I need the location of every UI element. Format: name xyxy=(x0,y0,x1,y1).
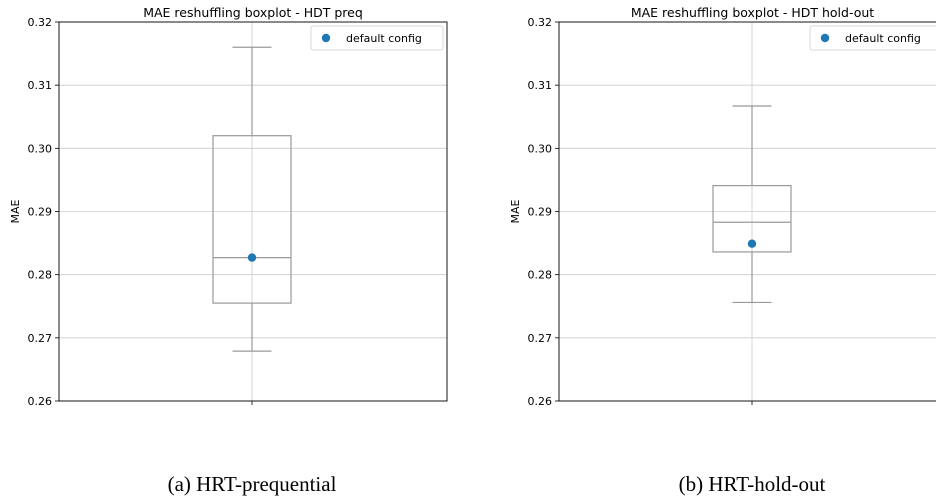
legend-marker xyxy=(820,33,830,43)
default-config-point xyxy=(247,253,257,262)
y-tick-label: 0.27 xyxy=(28,332,53,345)
chart-panel-b: 0.26 0.27 0.28 0.29 0.30 0.31 0.32 MAE reshuffl… xyxy=(509,5,936,408)
chart-panel-a: 0.26 0.27 0.28 0.29 0.30 0.31 0.32 MAE reshuffl… xyxy=(9,5,448,408)
legend-box xyxy=(310,25,444,51)
y-axis-label: MAE xyxy=(9,199,22,223)
box-iqr xyxy=(712,185,792,253)
plot-frame xyxy=(58,21,448,402)
legend-label: default config xyxy=(346,32,422,45)
y-tick-label: 0.31 xyxy=(528,79,553,92)
y-tick-label: 0.29 xyxy=(28,206,53,219)
chart-title: MAE reshuffling boxplot - HDT hold-out xyxy=(631,5,874,20)
legend-marker xyxy=(321,33,331,43)
default-config-point xyxy=(747,239,757,248)
caption-a: (a) HRT-prequential xyxy=(167,472,337,496)
box-iqr xyxy=(212,135,292,304)
y-tick-label: 0.32 xyxy=(528,16,553,29)
caption-b: (b) HRT-hold-out xyxy=(678,472,826,496)
y-tick-label: 0.30 xyxy=(528,142,553,155)
y-tick-label: 0.30 xyxy=(28,142,53,155)
y-tick-label: 0.29 xyxy=(528,206,553,219)
legend-label: default config xyxy=(845,32,921,45)
chart-title: MAE reshuffling boxplot - HDT preq xyxy=(143,5,363,20)
y-tick-label: 0.32 xyxy=(28,16,53,29)
y-tick-label: 0.31 xyxy=(28,79,53,92)
y-tick-label: 0.26 xyxy=(28,395,53,408)
legend-box xyxy=(809,25,936,51)
y-tick-label: 0.26 xyxy=(528,395,553,408)
y-tick-label: 0.27 xyxy=(528,332,553,345)
plot-frame xyxy=(558,21,936,402)
y-axis-label: MAE xyxy=(509,199,522,223)
y-tick-label: 0.28 xyxy=(28,269,53,282)
y-tick-label: 0.28 xyxy=(528,269,553,282)
